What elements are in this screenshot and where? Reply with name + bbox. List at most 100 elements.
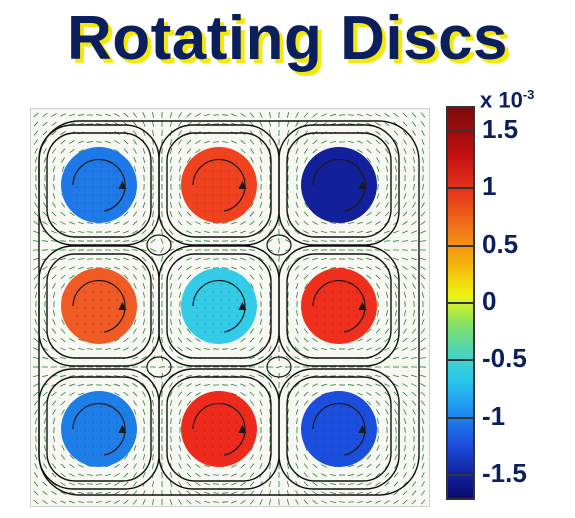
field-arrow: [68, 230, 76, 234]
field-arrow: [132, 472, 138, 478]
field-arrow: [60, 113, 66, 117]
field-arrow: [294, 229, 300, 235]
field-arrow: [394, 292, 398, 298]
field-arrow: [186, 257, 192, 261]
field-arrow: [393, 499, 399, 505]
field-arrow: [338, 114, 346, 116]
field-arrow: [123, 454, 129, 460]
field-arrow: [366, 113, 372, 117]
field-arrow: [329, 140, 337, 144]
field-arrow: [412, 193, 416, 199]
field-arrow: [169, 112, 173, 118]
field-arrow: [259, 337, 263, 343]
field-arrow: [375, 383, 381, 387]
field-arrow: [259, 283, 263, 289]
field-arrow: [392, 240, 400, 242]
field-arrow: [168, 256, 174, 262]
field-arrow: [384, 113, 390, 117]
colorbar-tick: [448, 129, 473, 132]
field-arrow: [259, 274, 263, 280]
field-arrow: [295, 192, 299, 200]
field-arrow: [401, 249, 409, 251]
field-arrow: [123, 139, 129, 145]
field-arrow: [114, 473, 120, 477]
field-arrow: [294, 356, 300, 360]
field-arrow: [303, 257, 309, 261]
field-arrow: [259, 211, 263, 217]
streamline: [166, 376, 272, 482]
field-arrow: [394, 454, 398, 460]
field-arrow: [394, 148, 398, 154]
field-arrow: [402, 337, 408, 343]
field-arrow: [287, 165, 289, 173]
field-arrow: [195, 257, 201, 261]
field-arrow: [43, 165, 47, 173]
field-arrow: [403, 139, 407, 145]
field-arrow: [320, 375, 328, 377]
colorbar-tick: [448, 302, 473, 304]
field-arrow: [404, 183, 406, 191]
field-arrow: [366, 274, 372, 280]
field-arrow: [133, 409, 137, 415]
field-arrow: [268, 471, 272, 479]
field-arrow: [60, 482, 66, 486]
field-arrow: [421, 183, 425, 191]
field-arrow: [303, 220, 309, 226]
streamline: [266, 356, 292, 378]
field-arrow: [105, 140, 111, 144]
field-arrow: [160, 247, 164, 253]
field-arrow: [152, 273, 154, 281]
field-arrow: [421, 292, 425, 298]
field-arrow: [69, 211, 75, 217]
field-arrow: [329, 258, 337, 260]
field-arrow: [412, 454, 416, 460]
field-arrow: [303, 472, 309, 478]
field-arrow: [231, 482, 237, 486]
field-arrow: [295, 283, 299, 289]
field-arrow: [402, 211, 408, 217]
field-arrow: [142, 463, 146, 469]
field-arrow: [186, 328, 192, 334]
field-arrow: [169, 346, 173, 352]
field-arrow: [161, 390, 163, 398]
field-arrow: [295, 202, 299, 208]
field-arrow: [249, 374, 255, 378]
field-arrow: [132, 130, 138, 136]
field-arrow: [195, 392, 201, 396]
field-arrow: [375, 347, 381, 351]
field-arrow: [152, 210, 154, 218]
field-arrow: [384, 274, 390, 280]
field-arrow: [221, 348, 229, 350]
field-arrow: [69, 482, 75, 486]
field-arrow: [43, 193, 47, 199]
field-arrow: [393, 112, 399, 118]
field-arrow: [77, 383, 85, 387]
colorbar-tick-label: 1: [482, 171, 497, 202]
field-arrow: [231, 221, 237, 225]
field-arrow: [169, 453, 173, 461]
field-arrow: [375, 113, 381, 117]
field-arrow: [420, 211, 426, 217]
field-arrow: [402, 130, 408, 136]
field-arrow: [169, 147, 173, 155]
field-arrow: [152, 462, 154, 470]
field-arrow: [178, 319, 182, 325]
field-arrow: [33, 274, 39, 280]
field-arrow: [230, 230, 238, 234]
field-arrow: [329, 231, 337, 233]
field-arrow: [269, 408, 271, 416]
field-arrow: [178, 148, 182, 154]
field-arrow: [42, 139, 48, 145]
field-arrow: [133, 166, 137, 172]
field-arrow: [60, 472, 66, 478]
field-arrow: [321, 482, 327, 486]
field-arrow: [42, 481, 48, 487]
field-arrow: [421, 319, 425, 325]
field-arrow: [329, 473, 337, 477]
field-arrow: [411, 220, 417, 226]
field-arrow: [249, 463, 255, 469]
field-arrow: [269, 318, 271, 326]
field-arrow: [186, 463, 192, 469]
field-arrow: [143, 165, 145, 173]
field-arrow: [43, 445, 47, 451]
